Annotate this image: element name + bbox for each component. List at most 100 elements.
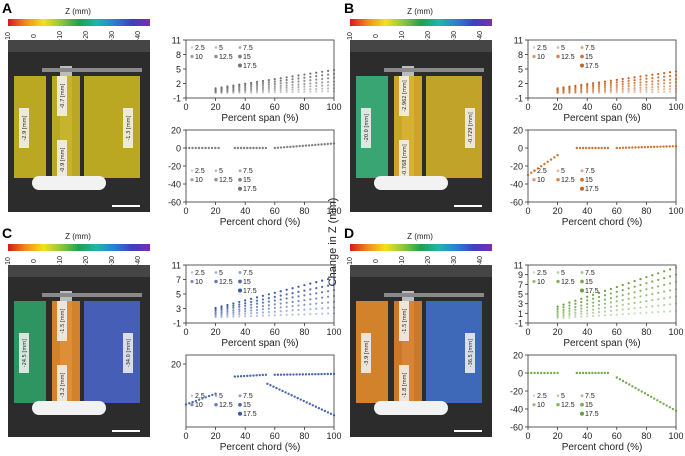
- data-point: [255, 80, 259, 84]
- colorbar-tick: 10: [5, 257, 12, 265]
- data-point: [645, 77, 648, 80]
- legend-label: 7.5: [243, 270, 253, 277]
- x-tick-label: 100: [668, 327, 683, 337]
- data-point: [575, 371, 579, 375]
- data-point: [546, 160, 549, 163]
- colorbar-tick: 0: [31, 259, 38, 263]
- data-point: [592, 87, 595, 90]
- data-point: [261, 84, 265, 87]
- data-point: [267, 91, 270, 94]
- data-point: [562, 316, 565, 319]
- measurement-label-bg: [123, 108, 133, 148]
- legend-label: 2.5: [195, 393, 205, 400]
- data-point: [291, 305, 294, 308]
- data-point: [307, 373, 311, 376]
- legend-label: 17.5: [243, 186, 257, 193]
- measurement-label-bg: [465, 333, 475, 373]
- data-point: [279, 298, 282, 301]
- data-point: [621, 283, 624, 287]
- data-point: [615, 309, 618, 312]
- data-point: [232, 306, 235, 309]
- data-point: [609, 79, 612, 82]
- colorbar-tick: 0: [31, 34, 38, 38]
- data-point: [668, 87, 672, 91]
- data-point: [269, 384, 272, 387]
- data-point: [663, 283, 666, 286]
- data-point: [633, 81, 636, 85]
- data-point: [297, 299, 300, 303]
- data-point: [315, 81, 318, 85]
- data-point: [332, 294, 336, 298]
- data-point: [273, 91, 276, 94]
- data-point: [639, 311, 642, 315]
- measurement-label: -34.0 [mm]: [126, 339, 132, 367]
- data-point: [603, 306, 607, 309]
- data-point: [255, 146, 258, 150]
- data-point: [603, 91, 607, 94]
- x-tick-label: 100: [326, 327, 341, 337]
- legend-label: 7.5: [585, 45, 595, 52]
- y-tick-label: 5: [176, 65, 181, 75]
- data-point: [609, 88, 612, 91]
- span-chart: 11 8 5 2 -10 20 40 60 80 100 Percent span (%) 2.5 5 7…: [172, 36, 342, 125]
- legend-label: 15: [243, 279, 251, 286]
- data-point: [609, 91, 612, 94]
- data-point: [261, 373, 265, 377]
- data-point: [285, 309, 288, 312]
- data-point: [581, 371, 585, 375]
- data-point: [562, 303, 565, 306]
- colorbar-tick: -40: [135, 256, 142, 266]
- data-point: [297, 304, 300, 307]
- x-tick-label: 20: [211, 327, 221, 337]
- data-point: [526, 371, 530, 375]
- colorbar-tick: -10: [399, 31, 406, 41]
- y-tick-label: -60: [168, 198, 181, 208]
- data-points: [214, 276, 336, 319]
- data-point: [609, 301, 612, 304]
- base-bar: [32, 176, 106, 190]
- data-point: [309, 90, 312, 93]
- data-point: [597, 85, 601, 88]
- data-point: [273, 299, 276, 302]
- legend-marker: [238, 186, 242, 191]
- legend-marker: [556, 279, 560, 284]
- legend-marker: [238, 169, 242, 173]
- data-point: [615, 146, 618, 150]
- data-point: [307, 144, 311, 147]
- wing-surface: [356, 76, 388, 178]
- y-tick-label: 20: [513, 351, 523, 361]
- data-point: [594, 146, 597, 150]
- data-point: [238, 88, 241, 91]
- legend-label: 7.5: [243, 393, 253, 400]
- data-point: [194, 399, 198, 403]
- x-tick-label: 0: [525, 102, 530, 112]
- data-point: [615, 285, 618, 289]
- legend-label: 5: [219, 168, 223, 175]
- data-point: [233, 146, 237, 150]
- legend-marker: [214, 54, 218, 59]
- data-point: [639, 295, 642, 298]
- data-point: [291, 300, 294, 303]
- legend-label: 7.5: [243, 168, 253, 175]
- data-point: [597, 307, 601, 310]
- data-point: [315, 75, 318, 78]
- plot-frame: [527, 39, 677, 99]
- data-point: [320, 408, 324, 411]
- y-tick-label: 11: [172, 261, 181, 271]
- x-tick-label: 20: [553, 327, 563, 337]
- data-point: [236, 375, 240, 378]
- x-tick-label: 0: [183, 206, 188, 216]
- data-point: [568, 316, 571, 319]
- data-point: [621, 298, 624, 302]
- y-tick-label: 9: [518, 270, 523, 280]
- data-point: [652, 145, 656, 149]
- data-point: [238, 310, 241, 313]
- data-point: [244, 299, 247, 302]
- legend-label: 17.5: [585, 186, 599, 193]
- data-point: [285, 288, 288, 291]
- data-point: [591, 371, 594, 375]
- data-point: [220, 308, 223, 311]
- data-point: [261, 311, 265, 314]
- data-point: [657, 76, 660, 79]
- data-point: [279, 84, 282, 88]
